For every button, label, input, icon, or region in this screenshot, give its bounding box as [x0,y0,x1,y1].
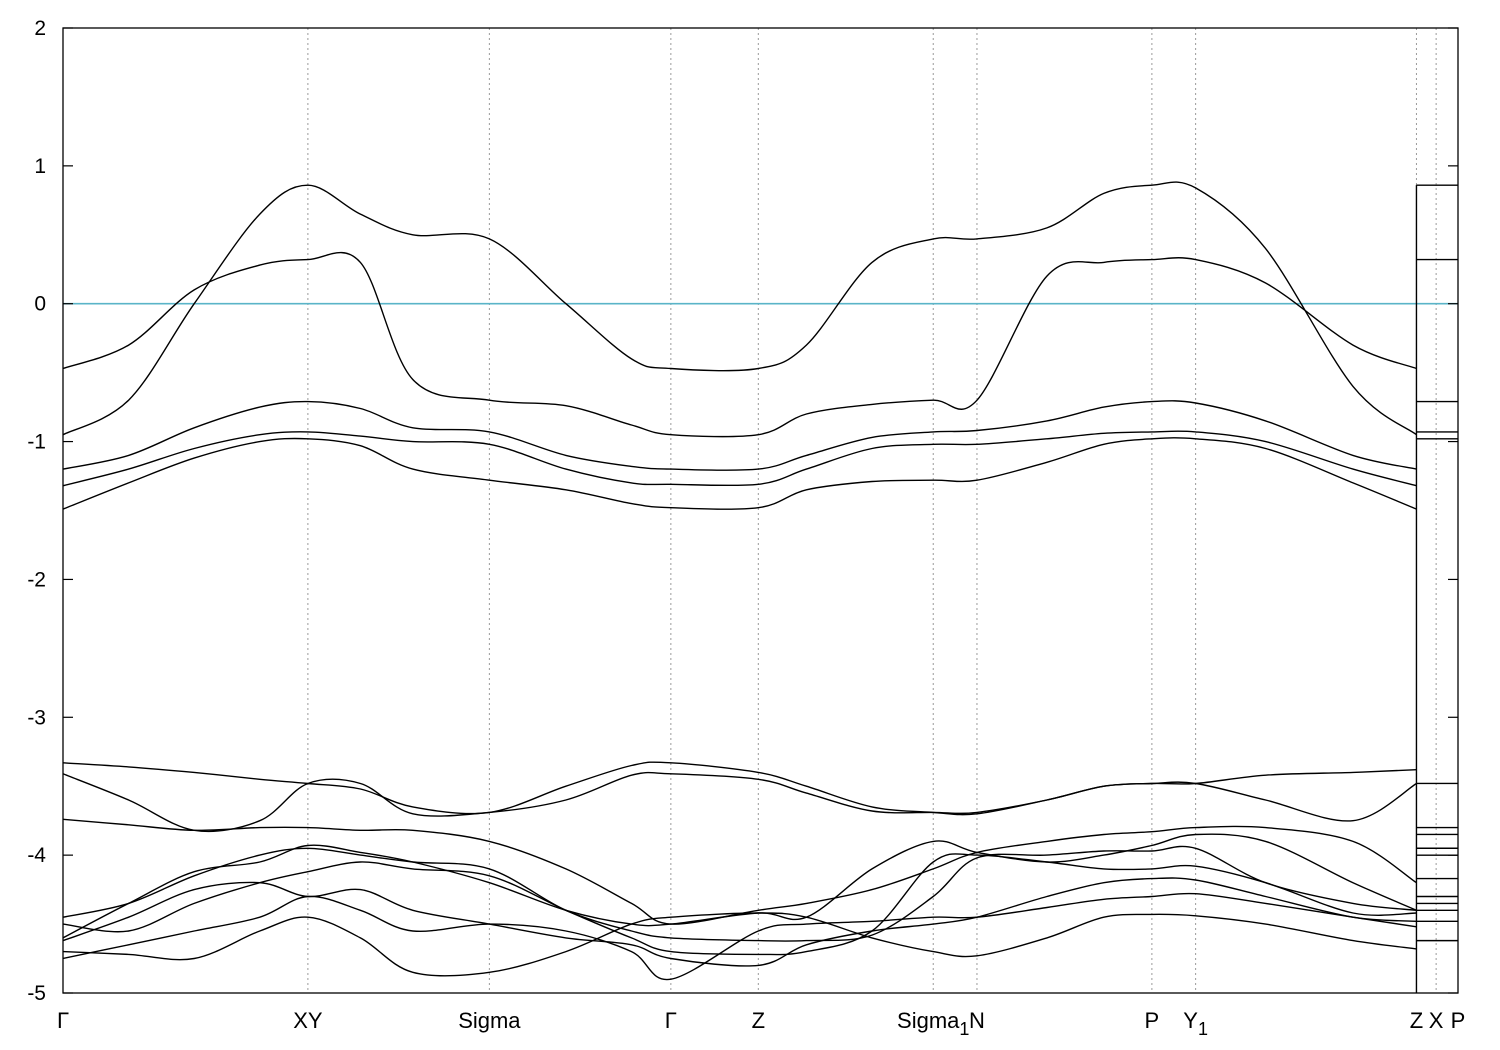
plot-frame [62,27,1459,994]
x-tick-label: Sigma [458,1008,521,1033]
x-tick-label: X [1429,1008,1444,1033]
band-line-5 [63,437,1417,510]
band-line-3 [63,400,1417,471]
y-tick-label: 1 [34,155,46,178]
band-line-8 [63,818,1417,925]
band-line-2 [63,181,1417,436]
x-tick-label: Y1 [1183,1008,1208,1039]
x-tick-label: Γ [665,1008,677,1033]
band-line-6 [63,761,1417,816]
y-tick-label: -5 [27,982,46,1005]
y-tick-label: -4 [27,844,46,867]
band-line-4 [63,430,1417,487]
x-tick-label: Γ [57,1008,69,1033]
band-line-1 [63,251,1417,438]
y-tick-label: -3 [27,706,46,729]
x-axis: Γ XY Sigma Γ Z Sigma1 N P Y1 Z X P [57,1008,1465,1039]
band-line-11 [63,853,1417,956]
x-tick-label: XY [293,1008,323,1033]
y-tick-label: 0 [34,293,46,316]
x-tick-label: P [1451,1008,1466,1033]
y-tick-label: -2 [27,568,46,591]
right-panel-levels [1415,184,1458,993]
y-tick-label: 2 [34,17,46,40]
band-line-14 [63,912,1417,977]
x-tick-label: N [969,1008,985,1033]
x-tick-label: Z [1410,1008,1423,1033]
x-tick-label: P [1145,1008,1160,1033]
band-line-13 [63,892,1417,981]
band-line-10 [63,845,1417,942]
band-line-7 [63,771,1417,833]
y-tick-label: -1 [27,431,46,454]
y-axis: -5 -4 -3 -2 -1 0 1 2 [27,17,1458,1005]
x-tick-label: Sigma1 [897,1008,969,1039]
band-series [63,181,1417,981]
x-tick-label: Z [752,1008,765,1033]
band-line-12 [63,877,1417,967]
